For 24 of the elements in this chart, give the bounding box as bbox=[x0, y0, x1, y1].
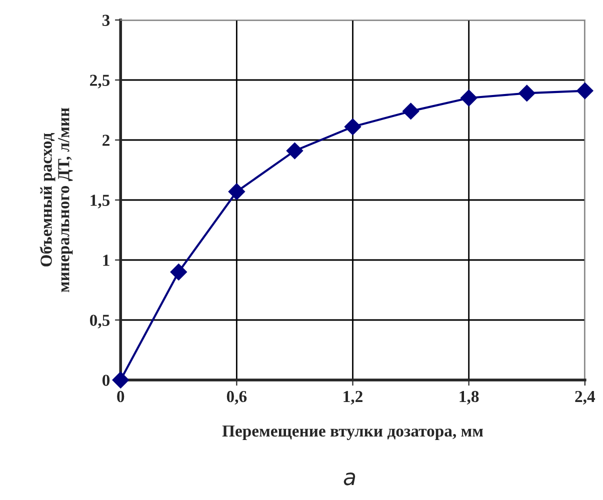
point bbox=[460, 90, 478, 106]
point bbox=[344, 118, 362, 136]
point bbox=[228, 183, 246, 200]
point bbox=[576, 82, 594, 100]
y-axis-title: Объемный расход минерального ДТ, л/мин bbox=[40, 108, 73, 292]
point bbox=[112, 372, 129, 388]
text: а bbox=[344, 472, 356, 486]
point bbox=[170, 264, 188, 280]
y-tick-label: 2,5 bbox=[90, 74, 110, 88]
x-tick-label: 1,2 bbox=[344, 390, 362, 405]
point bbox=[518, 84, 536, 102]
x-tick-label: 1,8 bbox=[460, 390, 479, 405]
point bbox=[286, 142, 304, 160]
x-tick-label: 0 bbox=[117, 390, 124, 402]
y-tick-label: 1 bbox=[103, 254, 110, 266]
y-tick-label: 0 bbox=[102, 374, 110, 386]
y-tick-label: 2 bbox=[102, 134, 110, 146]
point bbox=[402, 102, 420, 120]
x-tick-label: 0,6 bbox=[226, 390, 247, 405]
x-axis-title: Перемещение втулки дозатора, мм bbox=[222, 426, 483, 440]
y-tick-label: 1,5 bbox=[90, 194, 110, 208]
y-tick-label: 3 bbox=[102, 14, 110, 26]
y-tick-label: 0,5 bbox=[90, 314, 110, 328]
x-tick-label: 2,4 bbox=[575, 390, 596, 405]
